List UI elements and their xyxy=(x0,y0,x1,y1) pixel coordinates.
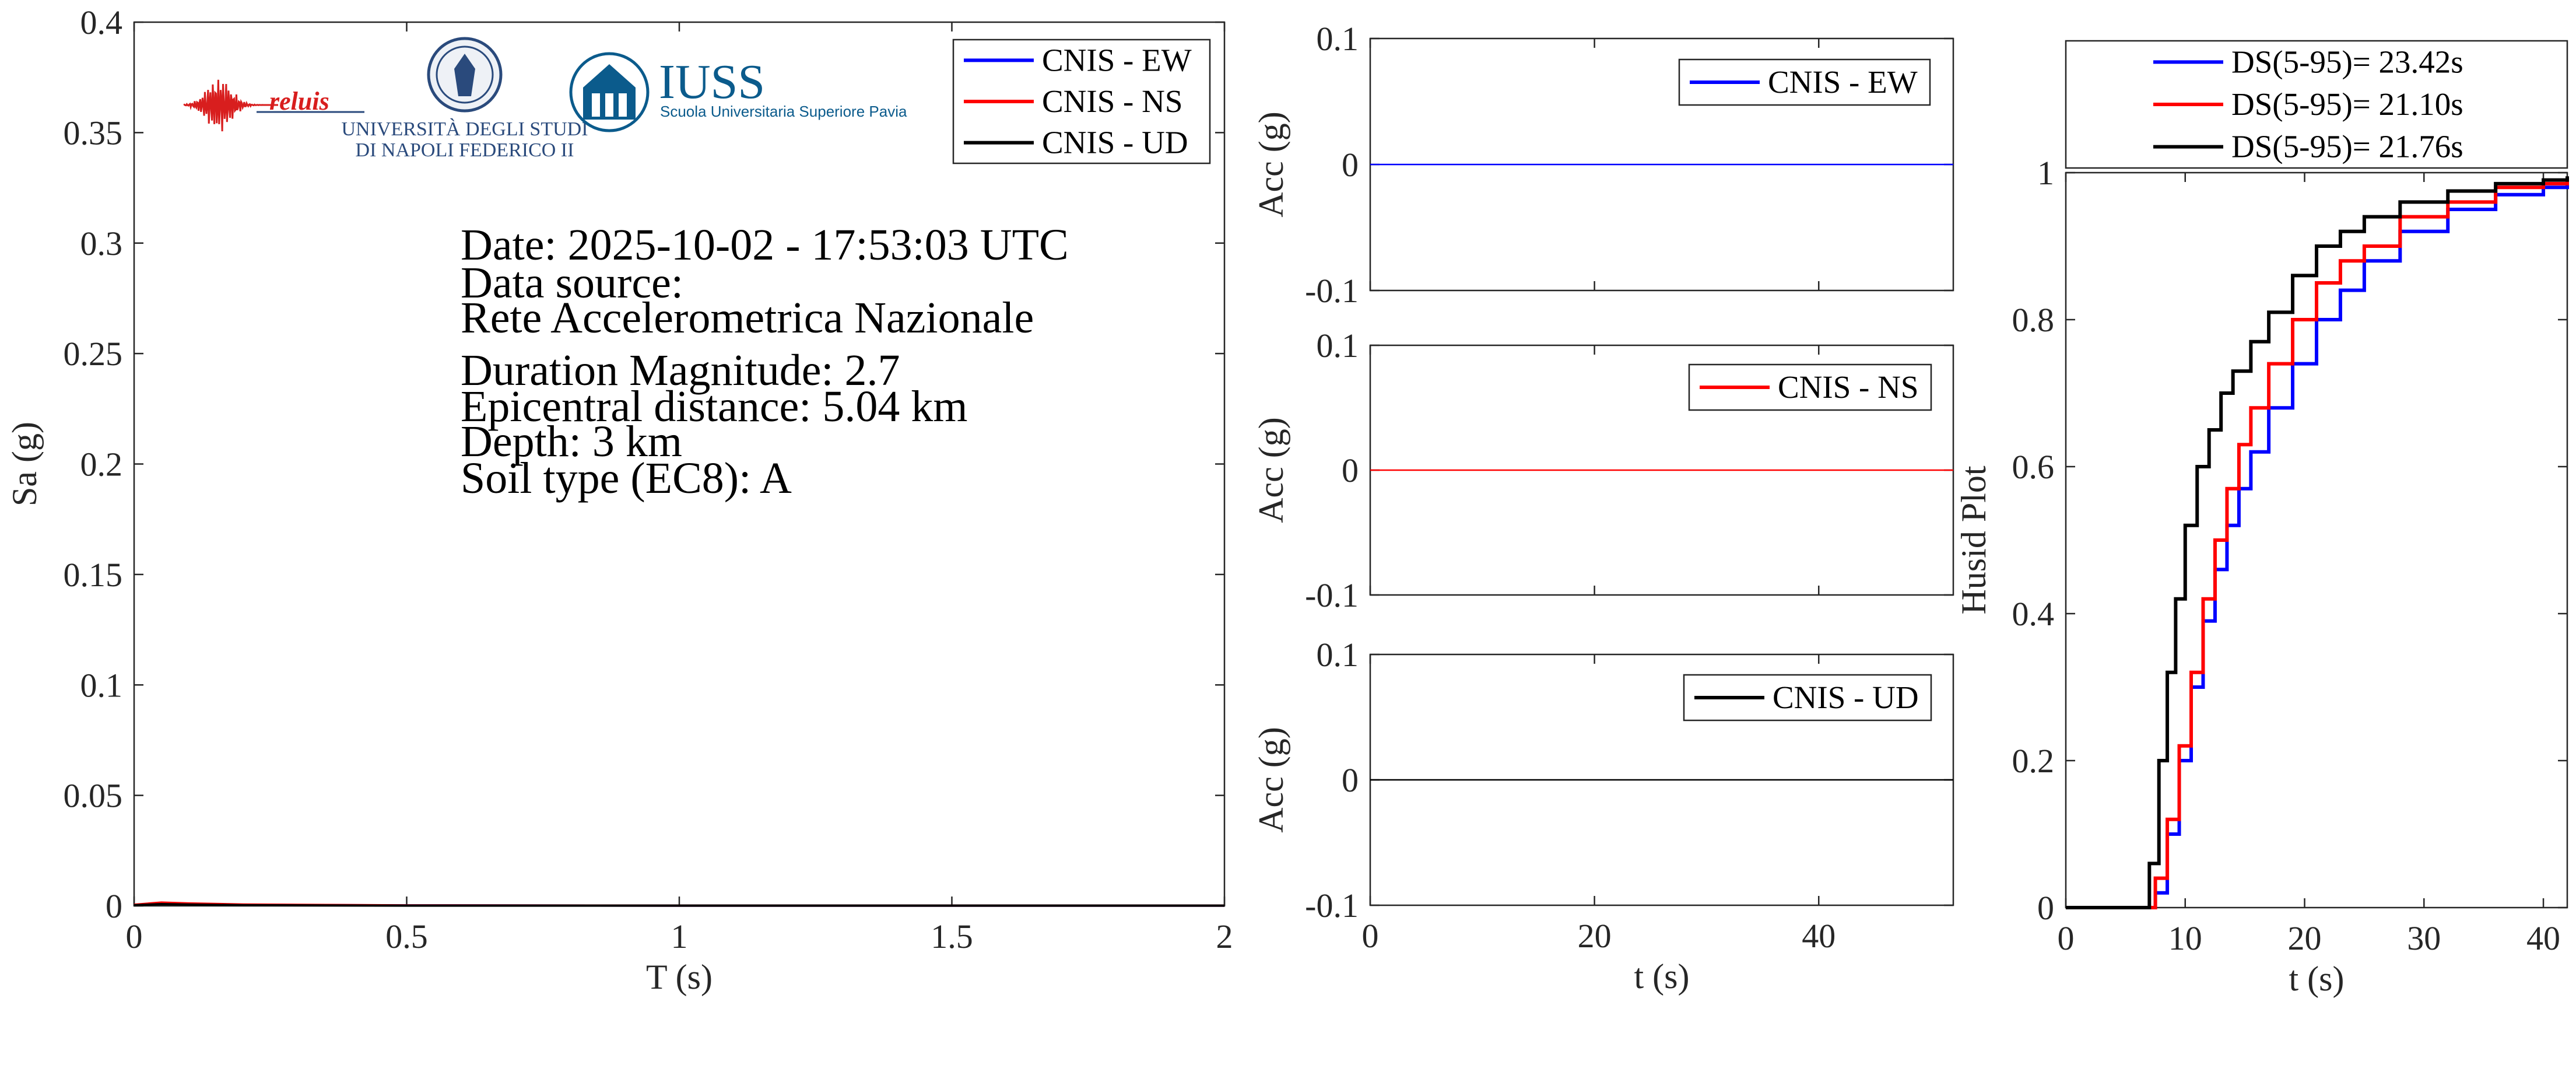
legend-label: DS(5-95)= 21.76s xyxy=(2231,129,2463,164)
legend-box xyxy=(2065,40,2568,169)
acc-ns-chart: -0.1 0 0.1 Acc (g) CNIS - NS xyxy=(1252,327,1954,614)
x-tick-label: 20 xyxy=(1578,917,1612,955)
x-tick-label: 2 xyxy=(1216,918,1233,955)
axes-frame xyxy=(2065,171,2568,909)
legend: CNIS - UD xyxy=(1683,674,1932,722)
x-tick-label: 0.5 xyxy=(385,918,428,955)
x-tick-label: 40 xyxy=(1802,917,1836,955)
x-tick-label: 1 xyxy=(671,918,688,955)
legend-label: CNIS - EW xyxy=(1768,64,1918,100)
legend: CNIS - NS xyxy=(1688,363,1932,411)
x-tick-label: 0 xyxy=(2058,919,2075,957)
acc-ew-chart: -0.1 0 0.1 Acc (g) CNIS - EW xyxy=(1252,20,1954,310)
x-tick-label: 0 xyxy=(126,918,143,955)
y-tick-label: 0.1 xyxy=(1317,327,1359,365)
y-axis-label: Acc (g) xyxy=(1252,727,1290,833)
y-tick-label: 0.1 xyxy=(1317,636,1359,674)
y-tick-label: -0.1 xyxy=(1305,576,1359,614)
y-tick-label: 0.1 xyxy=(80,666,123,704)
event-info: Date: 2025-10-02 - 17:53:03 UTC Data sou… xyxy=(461,220,1069,503)
legend: DS(5-95)= 23.42s DS(5-95)= 21.10s DS(5-95)… xyxy=(2065,40,2568,169)
y-axis-label: Husid Plot xyxy=(1954,465,1993,614)
iuss-logo-subtitle: Scuola Universitaria Superiore Pavia xyxy=(660,103,907,120)
y-tick-label: 0.1 xyxy=(1317,20,1359,58)
y-tick-label: 0 xyxy=(106,887,122,925)
y-tick-label: -0.1 xyxy=(1305,272,1359,310)
y-tick-label: 0.4 xyxy=(80,3,123,41)
legend-label: CNIS - UD xyxy=(1042,125,1188,160)
y-tick-label: 0.15 xyxy=(64,556,123,594)
x-tick-label: 1.5 xyxy=(931,918,973,955)
series-line xyxy=(134,902,1224,907)
y-tick-label: 0.25 xyxy=(64,335,123,373)
y-tick-label: 0.8 xyxy=(2012,301,2055,339)
y-tick-label: 0.2 xyxy=(80,446,123,484)
y-tick-label: 0.3 xyxy=(80,225,123,262)
spectrum-chart: 0 0.05 0.1 0.15 0.2 0.25 0.3 0.35 0.4 0 0.5 1 1.5 2 T … xyxy=(5,3,1233,996)
x-tick-label: 0 xyxy=(1362,917,1379,955)
legend-box xyxy=(1678,58,1931,106)
soil-type: Soil type (EC8): A xyxy=(461,454,792,503)
y-axis-label: Sa (g) xyxy=(5,422,44,506)
y-tick-label: 0.6 xyxy=(2012,448,2055,486)
x-tick-label: 30 xyxy=(2407,919,2441,957)
y-axis-label: Acc (g) xyxy=(1252,417,1290,523)
x-axis-label: T (s) xyxy=(646,958,713,996)
reluis-logo-text: reluis xyxy=(269,87,329,115)
x-axis-label: t (s) xyxy=(2289,960,2345,998)
y-tick-label: 0 xyxy=(1342,761,1359,799)
epicentral-distance: Epicentral distance: 5.04 km xyxy=(461,382,968,431)
y-tick-label: -0.1 xyxy=(1305,887,1359,925)
y-tick-label: 0.4 xyxy=(2012,595,2055,633)
legend-label: CNIS - UD xyxy=(1773,680,1919,715)
event-magnitude: Duration Magnitude: 2.7 xyxy=(461,346,900,395)
y-tick-label: 0.05 xyxy=(64,777,123,815)
y-tick-label: 0.2 xyxy=(2012,742,2055,780)
acc-ud-chart: -0.100.10 20 40t (s)Acc (g)CNIS - UD xyxy=(1252,636,1954,996)
x-axis-label: t (s) xyxy=(1634,957,1690,996)
event-depth: Depth: 3 km xyxy=(461,417,682,466)
legend-label: CNIS - EW xyxy=(1042,42,1192,78)
legend-label: CNIS - NS xyxy=(1042,83,1182,119)
legend-label: CNIS - NS xyxy=(1778,369,1918,405)
legend-label: DS(5-95)= 23.42s xyxy=(2231,44,2463,79)
y-axis-label: Acc (g) xyxy=(1252,111,1290,218)
y-tick-label: 1 xyxy=(2037,154,2054,192)
y-tick-label: 0 xyxy=(1342,146,1359,184)
legend: CNIS - EW xyxy=(1678,58,1931,106)
series-line xyxy=(2066,176,2569,909)
husid-chart: 00.20.40.60.810 10 20 30 40t (s)Husid PlotDS… xyxy=(1954,40,2569,998)
legend-label: DS(5-95)= 21.10s xyxy=(2231,86,2463,122)
series-line xyxy=(2066,180,2569,909)
x-tick-label: 10 xyxy=(2168,919,2202,957)
legend: CNIS - EW CNIS - NS CNIS - UD xyxy=(952,38,1211,164)
unina-logo: UNIVERSITÀ DEGLI STUDI DI NAPOLI FEDERIC… xyxy=(341,37,588,161)
x-tick-label: 20 xyxy=(2288,919,2322,957)
event-date: Date: 2025-10-02 - 17:53:03 UTC xyxy=(461,220,1069,269)
x-tick-label: 40 xyxy=(2526,919,2560,957)
data-source-value: Rete Accelerometrica Nazionale xyxy=(461,293,1034,342)
data-source-label: Data source: xyxy=(461,258,683,307)
y-tick-label: 0 xyxy=(2037,889,2054,927)
iuss-logo-title: IUSS xyxy=(659,55,765,109)
y-tick-label: 0.35 xyxy=(64,114,123,152)
y-tick-label: 0 xyxy=(1342,451,1359,489)
iuss-logo: IUSS Scuola Universitaria Superiore Pavi… xyxy=(569,52,907,132)
unina-logo-line2: DI NAPOLI FEDERICO II xyxy=(356,139,574,161)
unina-logo-line1: UNIVERSITÀ DEGLI STUDI xyxy=(341,118,588,140)
reluis-logo: reluis xyxy=(183,79,364,132)
